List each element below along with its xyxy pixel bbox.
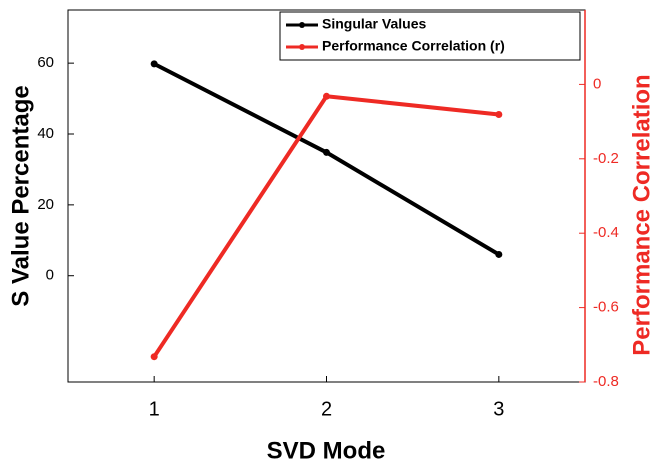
- data-point: [323, 92, 330, 100]
- y2-tick-label: 0: [593, 75, 601, 92]
- y2-tick-label: -0.8: [593, 373, 619, 390]
- y-tick-label: 0: [46, 267, 54, 284]
- y2-tick-label: -0.2: [593, 150, 619, 167]
- legend-box: [279, 11, 581, 61]
- x-tick-label: 2: [321, 398, 332, 420]
- x-axis-title: SVD Mode: [267, 437, 386, 464]
- plot-frame: [67, 9, 586, 383]
- y2-tick-label: -0.4: [593, 224, 619, 241]
- series-line: [152, 94, 500, 358]
- legend-marker: [299, 44, 305, 50]
- data-point: [150, 60, 158, 68]
- data-point: [323, 148, 330, 156]
- data-point: [150, 353, 158, 361]
- y2-axis-title: Performance Correlation: [628, 74, 655, 355]
- legend-label: Singular Values: [322, 16, 426, 32]
- legend-marker: [299, 22, 305, 28]
- data-point: [495, 111, 503, 119]
- y-axis-title: S Value Percentage: [7, 85, 34, 306]
- x-tick-label: 1: [149, 398, 160, 420]
- y-tick-label: 60: [37, 54, 54, 71]
- series-line: [153, 62, 500, 257]
- y-tick-label: 20: [37, 196, 54, 213]
- y-tick-label: 40: [37, 125, 54, 142]
- data-point: [495, 250, 503, 258]
- y2-tick-label: -0.6: [593, 299, 619, 316]
- x-tick-label: 3: [493, 398, 504, 420]
- legend-label: Performance Correlation (r): [322, 38, 505, 54]
